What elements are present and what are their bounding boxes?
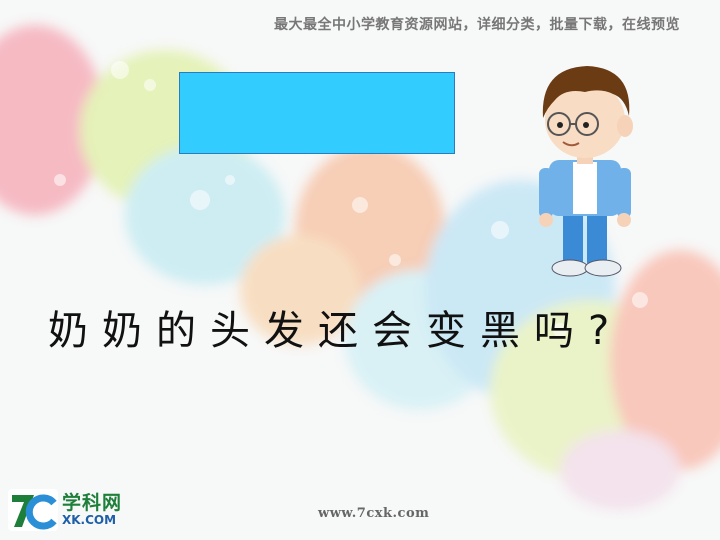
logo-name-cn: 学科网 [62,492,123,514]
footer-url[interactable]: www.7cxk.com [318,506,430,521]
logo-text: 学科网 XK.COM [62,493,122,527]
boy-character-illustration [539,66,633,277]
header-banner: 最大最全中小学教育资源网站，详细分类，批量下载，在线预览 [274,17,680,33]
logo-7c-mark-icon [8,489,58,531]
blue-text-box [179,72,455,154]
logo-name-en: XK.COM [62,513,117,527]
xkw-logo[interactable]: 学科网 XK.COM [8,488,140,532]
question-text: 奶奶的头发还会变黑吗? [48,308,624,354]
